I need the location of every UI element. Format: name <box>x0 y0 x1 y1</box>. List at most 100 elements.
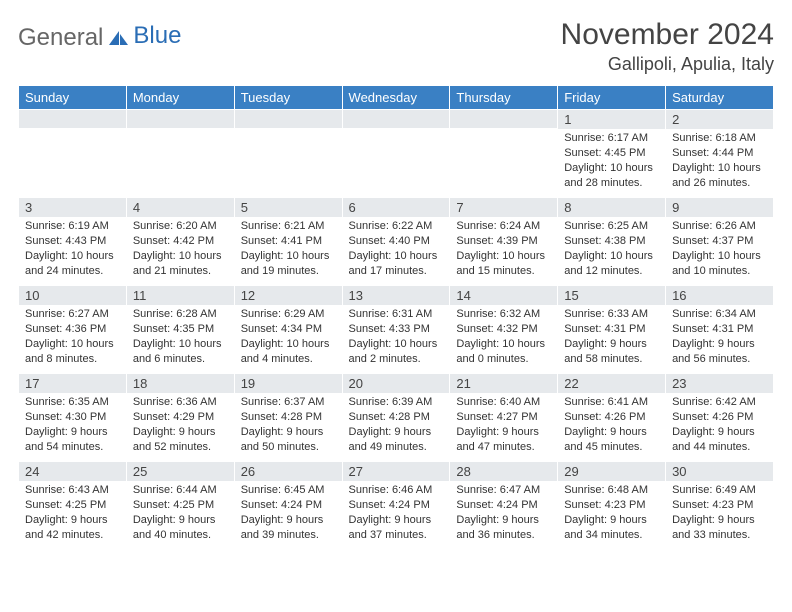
empty-day-band <box>450 110 557 128</box>
calendar-day-cell <box>234 110 342 198</box>
sunset-text: Sunset: 4:24 PM <box>456 498 551 513</box>
calendar-week-row: 10Sunrise: 6:27 AMSunset: 4:36 PMDayligh… <box>19 286 774 374</box>
sunrise-text: Sunrise: 6:21 AM <box>241 219 336 234</box>
sunrise-text: Sunrise: 6:29 AM <box>241 307 336 322</box>
daylight-text: Daylight: 9 hours and 50 minutes. <box>241 425 336 455</box>
day-number: 3 <box>19 198 126 217</box>
calendar-day-cell: 8 Sunrise: 6:25 AMSunset: 4:38 PMDaylight… <box>558 198 666 286</box>
daylight-text: Daylight: 9 hours and 36 minutes. <box>456 513 551 543</box>
day-details: Sunrise: 6:39 AMSunset: 4:28 PMDaylight:… <box>343 393 450 458</box>
calendar-day-cell: 21Sunrise: 6:40 AMSunset: 4:27 PMDayligh… <box>450 374 558 462</box>
sunset-text: Sunset: 4:39 PM <box>456 234 551 249</box>
day-number: 22 <box>558 374 665 393</box>
col-monday: Monday <box>126 86 234 110</box>
day-number: 21 <box>450 374 557 393</box>
day-details: Sunrise: 6:45 AMSunset: 4:24 PMDaylight:… <box>235 481 342 546</box>
calendar-day-cell: 4Sunrise: 6:20 AMSunset: 4:42 PMDaylight… <box>126 198 234 286</box>
daylight-text: Daylight: 10 hours and 24 minutes. <box>25 249 120 279</box>
day-number: 10 <box>19 286 126 305</box>
daylight-text: Daylight: 9 hours and 40 minutes. <box>133 513 228 543</box>
sunset-text: Sunset: 4:40 PM <box>349 234 444 249</box>
sunrise-text: Sunrise: 6:48 AM <box>564 483 659 498</box>
sunset-text: Sunset: 4:38 PM <box>564 234 659 249</box>
calendar-day-cell: 17Sunrise: 6:35 AMSunset: 4:30 PMDayligh… <box>19 374 127 462</box>
day-number: 5 <box>235 198 342 217</box>
day-details: Sunrise: 6:22 AMSunset: 4:40 PMDaylight:… <box>343 217 450 282</box>
day-details: Sunrise: 6:19 AMSunset: 4:43 PMDaylight:… <box>19 217 126 282</box>
sunrise-text: Sunrise: 6:43 AM <box>25 483 120 498</box>
sunrise-text: Sunrise: 6:18 AM <box>672 131 767 146</box>
sunrise-text: Sunrise: 6:19 AM <box>25 219 120 234</box>
daylight-text: Daylight: 9 hours and 47 minutes. <box>456 425 551 455</box>
calendar-day-cell <box>342 110 450 198</box>
sunrise-text: Sunrise: 6:47 AM <box>456 483 551 498</box>
day-details: Sunrise: 6:41 AMSunset: 4:26 PMDaylight:… <box>558 393 665 458</box>
calendar-day-cell: 12Sunrise: 6:29 AMSunset: 4:34 PMDayligh… <box>234 286 342 374</box>
day-details: Sunrise: 6:17 AMSunset: 4:45 PMDaylight:… <box>558 129 665 194</box>
daylight-text: Daylight: 9 hours and 33 minutes. <box>672 513 767 543</box>
day-number: 17 <box>19 374 126 393</box>
day-details: Sunrise: 6:46 AMSunset: 4:24 PMDaylight:… <box>343 481 450 546</box>
day-details: Sunrise: 6:29 AMSunset: 4:34 PMDaylight:… <box>235 305 342 370</box>
daylight-text: Daylight: 10 hours and 26 minutes. <box>672 161 767 191</box>
calendar-day-cell: 5 Sunrise: 6:21 AMSunset: 4:41 PMDaylight… <box>234 198 342 286</box>
daylight-text: Daylight: 10 hours and 19 minutes. <box>241 249 336 279</box>
daylight-text: Daylight: 10 hours and 8 minutes. <box>25 337 120 367</box>
daylight-text: Daylight: 10 hours and 15 minutes. <box>456 249 551 279</box>
col-friday: Friday <box>558 86 666 110</box>
calendar-day-cell: 18Sunrise: 6:36 AMSunset: 4:29 PMDayligh… <box>126 374 234 462</box>
calendar-day-cell: 22Sunrise: 6:41 AMSunset: 4:26 PMDayligh… <box>558 374 666 462</box>
calendar-day-cell: 25Sunrise: 6:44 AMSunset: 4:25 PMDayligh… <box>126 462 234 550</box>
sunset-text: Sunset: 4:32 PM <box>456 322 551 337</box>
day-number: 9 <box>666 198 773 217</box>
daylight-text: Daylight: 9 hours and 42 minutes. <box>25 513 120 543</box>
sunset-text: Sunset: 4:23 PM <box>672 498 767 513</box>
day-number: 26 <box>235 462 342 481</box>
day-number: 8 <box>558 198 665 217</box>
day-details: Sunrise: 6:37 AMSunset: 4:28 PMDaylight:… <box>235 393 342 458</box>
sunset-text: Sunset: 4:33 PM <box>349 322 444 337</box>
calendar-day-cell: 20Sunrise: 6:39 AMSunset: 4:28 PMDayligh… <box>342 374 450 462</box>
calendar-day-cell <box>126 110 234 198</box>
col-thursday: Thursday <box>450 86 558 110</box>
sunrise-text: Sunrise: 6:44 AM <box>133 483 228 498</box>
col-sunday: Sunday <box>19 86 127 110</box>
daylight-text: Daylight: 10 hours and 12 minutes. <box>564 249 659 279</box>
sunset-text: Sunset: 4:27 PM <box>456 410 551 425</box>
sunset-text: Sunset: 4:34 PM <box>241 322 336 337</box>
sunset-text: Sunset: 4:25 PM <box>25 498 120 513</box>
day-details: Sunrise: 6:31 AMSunset: 4:33 PMDaylight:… <box>343 305 450 370</box>
calendar-day-cell: 28Sunrise: 6:47 AMSunset: 4:24 PMDayligh… <box>450 462 558 550</box>
sunset-text: Sunset: 4:29 PM <box>133 410 228 425</box>
calendar-day-cell <box>19 110 127 198</box>
day-number: 14 <box>450 286 557 305</box>
daylight-text: Daylight: 9 hours and 44 minutes. <box>672 425 767 455</box>
sunset-text: Sunset: 4:28 PM <box>349 410 444 425</box>
day-details: Sunrise: 6:18 AMSunset: 4:44 PMDaylight:… <box>666 129 773 194</box>
calendar-day-cell: 3Sunrise: 6:19 AMSunset: 4:43 PMDaylight… <box>19 198 127 286</box>
day-details: Sunrise: 6:20 AMSunset: 4:42 PMDaylight:… <box>127 217 234 282</box>
day-details: Sunrise: 6:36 AMSunset: 4:29 PMDaylight:… <box>127 393 234 458</box>
daylight-text: Daylight: 9 hours and 37 minutes. <box>349 513 444 543</box>
sunset-text: Sunset: 4:41 PM <box>241 234 336 249</box>
daylight-text: Daylight: 9 hours and 39 minutes. <box>241 513 336 543</box>
sunrise-text: Sunrise: 6:27 AM <box>25 307 120 322</box>
sunset-text: Sunset: 4:28 PM <box>241 410 336 425</box>
sunset-text: Sunset: 4:23 PM <box>564 498 659 513</box>
empty-day-band <box>343 110 450 128</box>
sunrise-text: Sunrise: 6:17 AM <box>564 131 659 146</box>
day-details: Sunrise: 6:32 AMSunset: 4:32 PMDaylight:… <box>450 305 557 370</box>
day-number: 27 <box>343 462 450 481</box>
empty-day-band <box>235 110 342 128</box>
empty-day-band <box>19 110 126 128</box>
daylight-text: Daylight: 10 hours and 0 minutes. <box>456 337 551 367</box>
daylight-text: Daylight: 9 hours and 54 minutes. <box>25 425 120 455</box>
sail-icon <box>107 29 129 47</box>
day-number: 2 <box>666 110 773 129</box>
day-number: 7 <box>450 198 557 217</box>
location-label: Gallipoli, Apulia, Italy <box>561 54 774 75</box>
sunrise-text: Sunrise: 6:39 AM <box>349 395 444 410</box>
sunrise-text: Sunrise: 6:45 AM <box>241 483 336 498</box>
sunrise-text: Sunrise: 6:20 AM <box>133 219 228 234</box>
sunrise-text: Sunrise: 6:25 AM <box>564 219 659 234</box>
